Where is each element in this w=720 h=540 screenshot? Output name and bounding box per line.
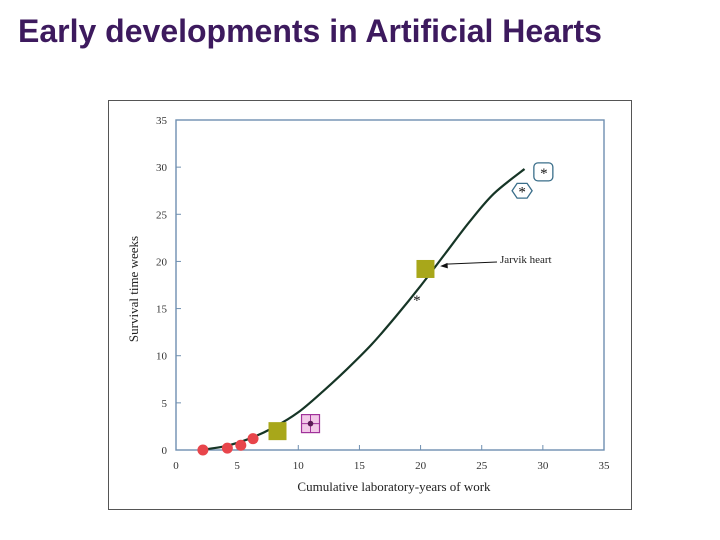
y-tick-label: 0 (162, 445, 168, 457)
x-tick-label: 10 (293, 460, 305, 472)
x-tick-label: 20 (415, 460, 427, 472)
square-point (416, 259, 435, 278)
rounded-box-marker (533, 162, 554, 182)
square-point (268, 422, 287, 441)
x-tick-label: 0 (173, 460, 179, 472)
hexagon-marker (511, 182, 533, 199)
circle-point (221, 442, 233, 454)
y-tick-label: 35 (156, 115, 168, 127)
asterisk-marker: * (540, 166, 548, 182)
y-tick-label: 15 (156, 304, 168, 316)
asterisk-marker: * (413, 293, 421, 309)
x-tick-label: 35 (599, 460, 611, 472)
annotation-arrow-head (440, 262, 448, 269)
x-tick-label: 5 (234, 460, 240, 472)
circle-point (235, 439, 247, 451)
x-tick-label: 25 (476, 460, 488, 472)
plot-area-border (175, 119, 605, 451)
y-tick-label: 20 (156, 256, 168, 268)
y-tick-label: 10 (156, 351, 168, 363)
boxed-point-dot (307, 420, 314, 427)
x-tick-label: 30 (537, 460, 549, 472)
circle-point (247, 433, 259, 445)
x-tick-label: 15 (354, 460, 366, 472)
y-axis-label: Survival time weeks (126, 236, 141, 342)
slide-title: Early developments in Artificial Hearts (18, 13, 602, 49)
circle-point (197, 444, 209, 456)
y-tick-label: 5 (162, 398, 168, 410)
annotation-jarvik-heart: Jarvik heart (500, 254, 552, 266)
y-tick-label: 25 (156, 209, 168, 221)
annotation-arrow-line (446, 261, 498, 265)
trend-line (200, 168, 526, 452)
x-axis-label: Cumulative laboratory-years of work (297, 479, 491, 494)
y-tick-label: 30 (156, 162, 168, 174)
asterisk-marker: * (518, 185, 526, 201)
